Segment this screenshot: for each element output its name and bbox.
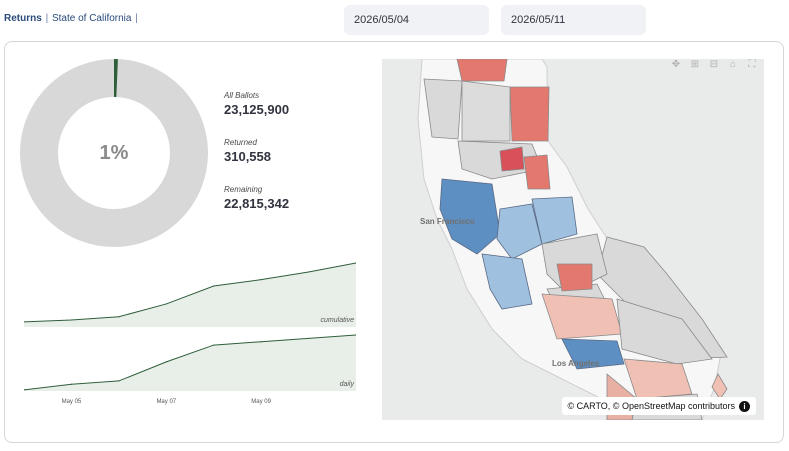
trend-series-daily: daily xyxy=(24,334,356,391)
county-san-bernardino xyxy=(616,298,713,365)
trend-point-cumulative-0 xyxy=(24,321,25,323)
trend-point-cumulative-2 xyxy=(118,316,120,318)
trend-point-daily-7 xyxy=(355,334,356,336)
breadcrumb: Returns | State of California | xyxy=(4,13,139,24)
x-tick-label: May 09 xyxy=(251,399,271,405)
breadcrumb-returns[interactable]: Returns xyxy=(4,13,42,24)
county-north-red-2 xyxy=(456,59,508,82)
trend-point-cumulative-5 xyxy=(260,279,262,281)
trend-line-daily xyxy=(24,334,356,391)
trend-point-daily-1 xyxy=(70,383,73,385)
info-icon[interactable]: i xyxy=(739,400,750,412)
trend-point-daily-0 xyxy=(24,389,25,391)
returns-trend-chart: cumulative daily May 05 May 07 May 09 xyxy=(24,262,356,405)
county-bay-light-blue xyxy=(496,203,543,260)
california-county-map xyxy=(417,59,728,420)
breadcrumb-separator: | xyxy=(45,13,49,24)
start-date-input[interactable] xyxy=(344,5,489,35)
city-label-san-francisco: San Francisco xyxy=(420,217,475,226)
returned-label: Returned xyxy=(224,138,257,147)
trend-line-cumulative xyxy=(24,262,356,323)
trend-point-daily-3 xyxy=(165,361,167,363)
county-red-sierra xyxy=(523,154,551,190)
trend-point-cumulative-7 xyxy=(355,262,356,264)
end-date-input[interactable] xyxy=(501,5,646,35)
trend-point-daily-2 xyxy=(118,380,120,382)
county-monterey-blue xyxy=(481,253,533,310)
pan-icon[interactable]: ✥ xyxy=(671,59,681,70)
map-attribution-text[interactable]: © CARTO, © OpenStreetMap contributors xyxy=(567,401,736,411)
trend-point-daily-4 xyxy=(213,344,215,346)
x-tick-label: May 07 xyxy=(156,399,176,405)
all-ballots-label: All Ballots xyxy=(224,91,260,100)
county-north-neutral xyxy=(423,78,463,140)
map-attribution[interactable]: © CARTO, © OpenStreetMap contributors i xyxy=(561,397,756,415)
city-label-los-angeles: Los Angeles xyxy=(552,359,600,368)
returns-donut-chart xyxy=(20,59,208,247)
zoom-in-icon[interactable]: ⊞ xyxy=(690,59,700,70)
county-map[interactable]: San Francisco Los Angeles ✥ ⊞ ⊟ ⌂ ⛶ © CA… xyxy=(382,59,764,420)
trend-point-cumulative-3 xyxy=(165,303,167,305)
donut-returned-segment xyxy=(20,59,208,247)
fullscreen-icon[interactable]: ⛶ xyxy=(748,59,756,70)
county-tulare-red xyxy=(556,263,593,292)
trend-area-daily xyxy=(24,335,356,391)
trend-point-daily-5 xyxy=(260,341,262,343)
map-toolbar: ✥ ⊞ ⊟ ⌂ ⛶ xyxy=(670,59,758,71)
trend-label-daily: daily xyxy=(340,381,355,388)
home-icon[interactable]: ⌂ xyxy=(729,59,737,70)
x-tick-label: May 05 xyxy=(62,399,82,405)
remaining-value: 22,815,342 xyxy=(224,196,290,211)
zoom-out-icon[interactable]: ⊟ xyxy=(709,59,719,70)
county-stanislaus-blue xyxy=(531,196,578,245)
all-ballots-value: 23,125,900 xyxy=(224,102,290,117)
ballot-stats: All Ballots 23,125,900 Returned 310,558 … xyxy=(224,91,289,232)
county-bay-blue xyxy=(439,178,501,255)
breadcrumb-state[interactable]: State of California xyxy=(51,13,132,24)
trend-point-cumulative-6 xyxy=(307,271,310,273)
county-north-red xyxy=(509,86,550,142)
returns-panel xyxy=(4,41,784,443)
county-la-blue xyxy=(561,338,625,370)
breadcrumb-separator-trailing: | xyxy=(135,13,138,24)
percent-returned-label: 1% xyxy=(99,141,129,164)
returned-value: 310,558 xyxy=(224,149,271,164)
county-riverside-red xyxy=(623,358,693,400)
trend-series-cumulative: cumulative xyxy=(24,262,356,327)
trend-label-cumulative: cumulative xyxy=(321,317,355,324)
county-red-core xyxy=(499,146,525,172)
trend-point-cumulative-4 xyxy=(213,285,215,287)
trend-point-daily-6 xyxy=(307,337,310,339)
remaining-label: Remaining xyxy=(224,185,263,194)
trend-point-cumulative-1 xyxy=(70,319,73,321)
county-north-neutral-2 xyxy=(461,80,511,142)
